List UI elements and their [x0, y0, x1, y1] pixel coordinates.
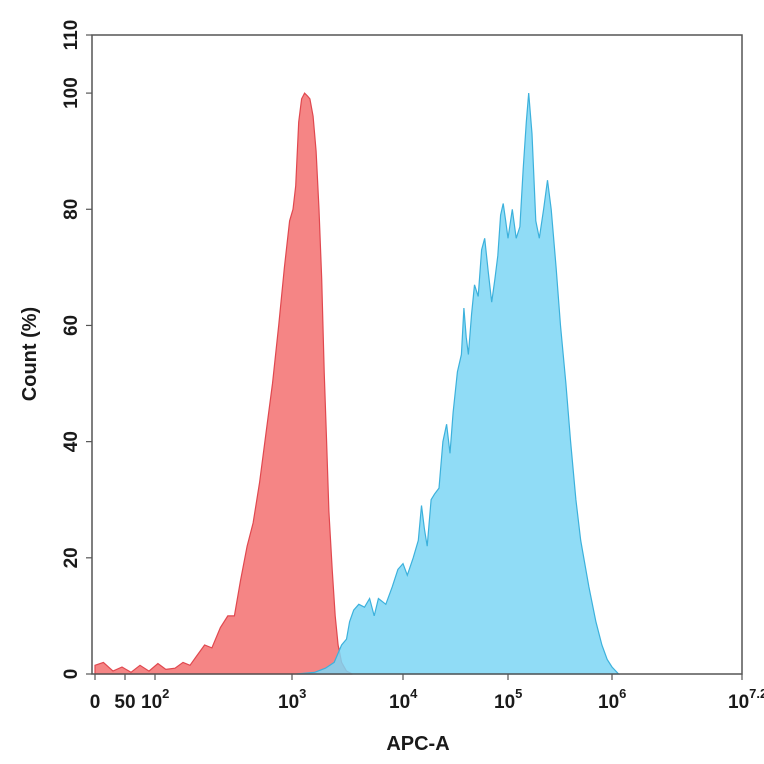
y-tick-label: 80 — [61, 199, 82, 220]
histogram-series-2 — [296, 93, 620, 675]
x-tick-label: 105 — [494, 686, 522, 713]
x-tick-label: 104 — [389, 686, 418, 713]
y-tick-label: 60 — [61, 315, 82, 336]
y-tick-label: 100 — [61, 77, 82, 109]
y-tick-label: 0 — [61, 669, 82, 680]
x-tick-label: 102 — [141, 686, 169, 713]
x-tick-label: 106 — [598, 686, 626, 713]
x-axis-label: APC-A — [386, 733, 449, 755]
x-tick-label: 103 — [278, 686, 306, 713]
y-tick-label: 20 — [61, 547, 82, 568]
y-tick-label: 40 — [61, 431, 82, 452]
y-axis-label: Count (%) — [19, 307, 41, 401]
x-tick-label: 50 — [114, 692, 135, 713]
y-tick-label: 110 — [61, 20, 82, 51]
histogram-series-1 — [94, 92, 353, 675]
x-tick-label: 0 — [90, 692, 101, 713]
plot-frame — [91, 34, 743, 675]
x-tick-label: 107.2 — [728, 686, 764, 713]
